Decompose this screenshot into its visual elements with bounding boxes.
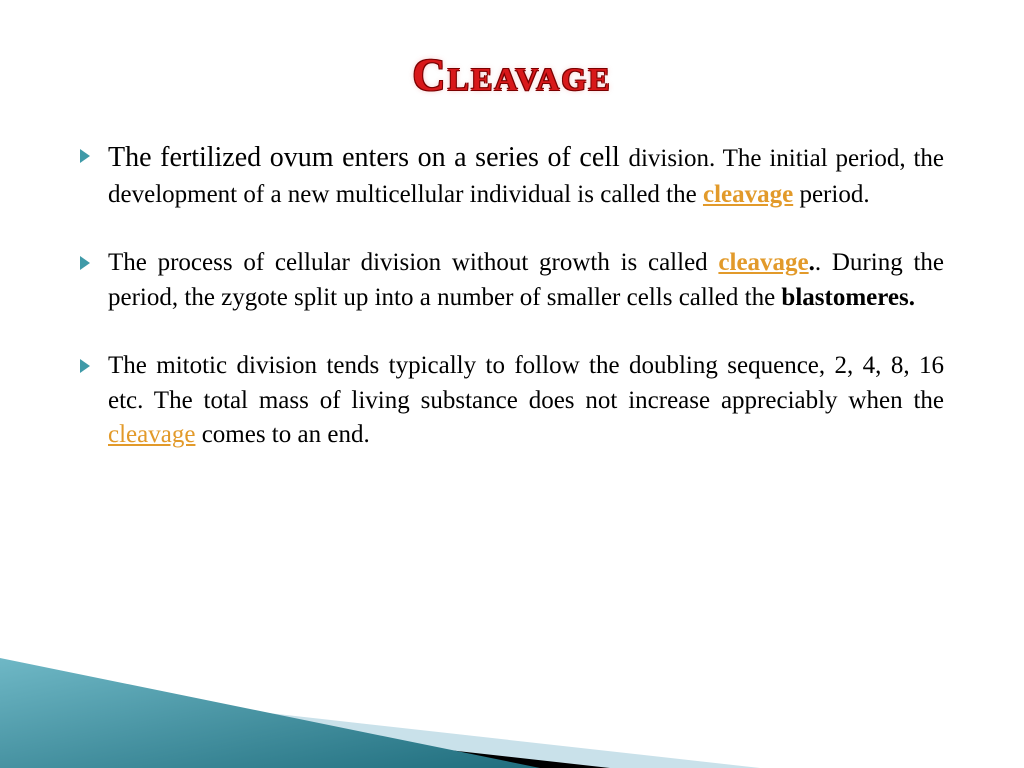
keyword-cleavage: cleavage [108,421,195,448]
slide-title: Cleavage [0,0,1024,101]
bullet-2: The process of cellular division without… [80,246,944,315]
bullet-3-text: The mitotic division tends typically to … [108,349,944,453]
bullet-2-text: The process of cellular division without… [108,246,944,315]
bullet-1-text: The fertilized ovum enters on a series o… [108,139,944,212]
bullet-1-after: period. [793,181,869,208]
title-text: Cleavage [412,49,611,100]
bullet-3: The mitotic division tends typically to … [80,349,944,453]
keyword-cleavage: cleavage [703,181,793,208]
bullet-2-before: The process of cellular division without… [108,249,718,276]
bullet-1: The fertilized ovum enters on a series o… [80,139,944,212]
bullet-3-before: The mitotic division tends typically to … [108,352,944,414]
bullet-1-lead: The fertilized ovum enters on a series o… [108,142,628,173]
arrow-icon [80,256,90,270]
bullet-3-after: comes to an end. [195,421,369,448]
corner-decoration [0,588,1024,768]
bold-blastomeres: blastomeres. [781,284,915,311]
content-area: The fertilized ovum enters on a series o… [0,101,1024,453]
arrow-icon [80,359,90,373]
keyword-cleavage: cleavage [718,249,808,276]
arrow-icon [80,149,90,163]
